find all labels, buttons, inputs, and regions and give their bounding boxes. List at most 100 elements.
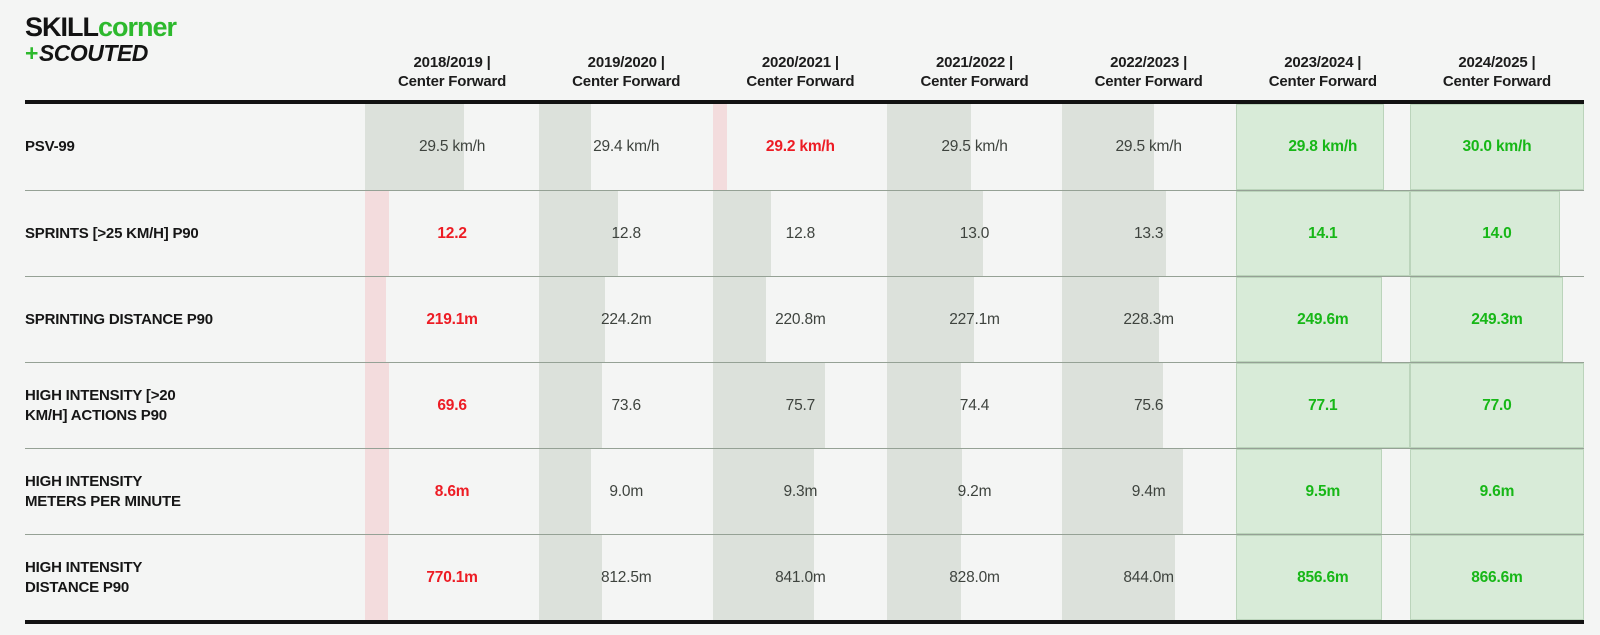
metric-value: 13.3 xyxy=(1133,224,1164,242)
percentile-bar xyxy=(713,191,771,276)
percentile-bar xyxy=(887,277,975,362)
metric-label: PSV-99 xyxy=(25,138,75,155)
season-label: 2021/2022 | xyxy=(935,54,1014,71)
position-label: Center Forward xyxy=(1442,73,1551,90)
logo-skill-text: SKILL xyxy=(25,12,99,42)
percentile-bar xyxy=(539,277,606,362)
percentile-bar xyxy=(1061,277,1160,362)
position-label: Center Forward xyxy=(1094,73,1203,90)
metric-value: 856.6m xyxy=(1297,568,1349,586)
percentile-bar xyxy=(365,535,388,620)
season-label: 2022/2023 | xyxy=(1110,54,1188,71)
metric-cell: 249.3m xyxy=(1409,277,1584,362)
column-header-2020-2021: 2020/2021 | Center Forward xyxy=(713,53,887,100)
table-row: PSV-99 29.5 km/h 29.4 km/h 29.2 km/h 29.5 km… xyxy=(25,104,1584,190)
metric-cell: 13.3 xyxy=(1061,191,1236,276)
metric-value: 29.5 km/h xyxy=(941,138,1008,155)
metric-value: 866.6m xyxy=(1471,568,1523,586)
percentile-bar xyxy=(1235,191,1410,276)
percentile-bar xyxy=(887,449,963,534)
metric-value: 13.0 xyxy=(959,224,990,242)
metric-value: 8.6m xyxy=(434,482,470,500)
metric-label: HIGH INTENSITY DISTANCE P90 xyxy=(25,558,143,596)
percentile-bar xyxy=(365,363,390,448)
metrics-table: PSV-99 29.5 km/h 29.4 km/h 29.2 km/h 29.5 km… xyxy=(25,104,1584,624)
metric-cell: 828.0m xyxy=(887,535,1061,620)
logo-scouted-text: SCOUTED xyxy=(38,40,148,66)
percentile-bar xyxy=(539,191,618,276)
percentile-bar xyxy=(1409,535,1584,620)
season-label: 2019/2020 | xyxy=(587,54,665,71)
metric-cell: 29.2 km/h xyxy=(713,104,887,190)
position-label: Center Forward xyxy=(398,73,507,90)
metric-cell: 29.5 km/h xyxy=(1061,104,1236,190)
metric-cell: 9.6m xyxy=(1409,449,1584,534)
metric-cell: 12.8 xyxy=(539,191,713,276)
metric-cell: 30.0 km/h xyxy=(1409,104,1584,190)
metric-value: 219.1m xyxy=(426,310,478,328)
metric-value: 14.1 xyxy=(1308,224,1338,242)
table-row: SPRINTS [>25 KM/H] P90 12.2 12.8 12.8 13.0 13… xyxy=(25,190,1584,276)
metric-cell: 13.0 xyxy=(887,191,1061,276)
metric-value: 249.6m xyxy=(1297,310,1349,328)
metric-value: 220.8m xyxy=(775,310,826,328)
metric-value: 844.0m xyxy=(1123,568,1174,586)
metric-value: 828.0m xyxy=(949,568,1000,586)
metric-cell: 29.8 km/h xyxy=(1235,104,1410,190)
season-label: 2018/2019 | xyxy=(413,54,491,71)
metric-cell: 9.5m xyxy=(1235,449,1410,534)
percentile-bar xyxy=(887,191,984,276)
percentile-bar xyxy=(365,449,390,534)
metric-value: 29.5 km/h xyxy=(418,138,486,155)
column-header-2024-2025: 2024/2025 | Center Forward xyxy=(1410,53,1584,100)
metric-value: 9.6m xyxy=(1479,482,1515,500)
percentile-bar xyxy=(887,363,961,448)
metric-value: 9.0m xyxy=(609,482,644,500)
percentile-bar xyxy=(365,277,386,362)
metric-cell: 9.0m xyxy=(539,449,713,534)
metric-cell: 14.1 xyxy=(1235,191,1410,276)
metric-value: 14.0 xyxy=(1482,224,1512,242)
percentile-bar xyxy=(1235,277,1382,362)
metric-cell: 227.1m xyxy=(887,277,1061,362)
metric-cell: 770.1m xyxy=(365,535,539,620)
percentile-bar xyxy=(1061,535,1175,620)
percentile-bar xyxy=(539,363,602,448)
season-label: 2020/2021 | xyxy=(761,54,839,71)
column-header-2022-2023: 2022/2023 | Center Forward xyxy=(1062,53,1236,100)
table-row: HIGH INTENSITY METERS PER MINUTE 8.6m 9.0m… xyxy=(25,448,1584,534)
metric-cell: 77.0 xyxy=(1409,363,1584,448)
metric-cell: 856.6m xyxy=(1235,535,1410,620)
metric-cell: 74.4 xyxy=(887,363,1061,448)
metric-value: 69.6 xyxy=(437,396,467,414)
metric-value: 12.2 xyxy=(437,224,467,242)
metric-value: 249.3m xyxy=(1471,310,1523,328)
table-row: HIGH INTENSITY [>20 KM/H] ACTIONS P90 69.… xyxy=(25,362,1584,448)
metric-value: 75.7 xyxy=(785,396,816,414)
column-header-2019-2020: 2019/2020 | Center Forward xyxy=(539,53,713,100)
position-label: Center Forward xyxy=(746,73,855,90)
percentile-bar xyxy=(1061,104,1154,190)
metric-value: 29.5 km/h xyxy=(1115,138,1182,155)
metric-value: 29.2 km/h xyxy=(765,138,835,155)
metric-label: HIGH INTENSITY METERS PER MINUTE xyxy=(25,472,181,510)
position-label: Center Forward xyxy=(572,73,681,90)
metric-cell: 12.2 xyxy=(365,191,539,276)
metric-value: 227.1m xyxy=(949,310,1000,328)
metric-cell: 29.5 km/h xyxy=(887,104,1061,190)
metric-cell: 8.6m xyxy=(365,449,539,534)
metric-value: 73.6 xyxy=(611,396,642,414)
table-row: HIGH INTENSITY DISTANCE P90 770.1m 812.5m 8… xyxy=(25,534,1584,620)
logo-skillcorner: SKILLcorner xyxy=(25,14,365,41)
metric-cell: 9.2m xyxy=(887,449,1061,534)
metric-value: 9.4m xyxy=(1131,482,1166,500)
percentile-bar xyxy=(713,277,766,362)
metric-label: HIGH INTENSITY [>20 KM/H] ACTIONS P90 xyxy=(25,386,176,424)
metric-value: 74.4 xyxy=(959,396,990,414)
column-header-2023-2024: 2023/2024 | Center Forward xyxy=(1236,53,1410,100)
metric-value: 9.2m xyxy=(957,482,992,500)
metric-value: 228.3m xyxy=(1123,310,1174,328)
metric-cell: 75.7 xyxy=(713,363,887,448)
percentile-bar xyxy=(887,104,971,190)
